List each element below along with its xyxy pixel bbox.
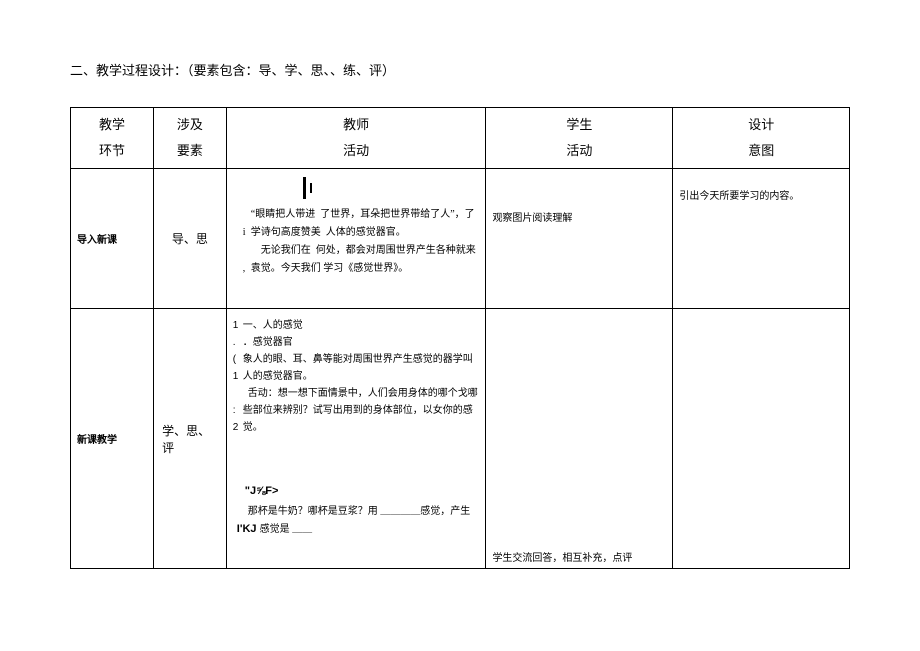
hdr-txt: 要素 [177,143,203,158]
t-text: 些部位来辨别？试写出用到的身体部位，以女你的感 [243,405,473,416]
header-design: 设计 意图 [673,108,850,169]
hdr-txt: 教师 [343,117,369,132]
hdr-txt: 活动 [566,143,592,158]
t-text: 人体的感觉器官。 [326,227,406,238]
student-cell: 观察图片阅读理解 [486,169,673,309]
t-text: 何处，都会对周围世界产生各种就来 [316,245,476,256]
table-row: 新课教学 学、思、评 1一、人的感觉 .．感觉器官 (象人的眼、耳、鼻等能对周围… [71,309,850,569]
t-text: 一、人的感觉 [243,320,303,331]
header-stage: 教学 环节 [71,108,154,169]
hdr-txt: 意图 [748,143,774,158]
table-header-row: 教学 环节 涉及 要素 教师 活动 学生 活动 设计 意图 [71,108,850,169]
elements-cell: 学、思、评 [154,309,227,569]
header-elements: 涉及 要素 [154,108,227,169]
design-cell [673,309,850,569]
vertical-bars-icon [303,177,480,199]
hdr-txt: 学生 [566,117,592,132]
t-text: 那杯是牛奶？哪杯是豆浆？用 ＿＿＿＿感觉，产生 [248,506,471,517]
t-text: 感觉是 ＿＿ [260,524,313,535]
header-student: 学生 活动 [486,108,673,169]
t-text: ．感觉器官 [243,337,293,348]
t-text: 舌动：想一想下面情景中，人们会用身体的哪个戈哪 [248,388,478,399]
hdr-txt: 涉及 [177,117,203,132]
design-cell: 引出今天所要学习的内容。 [673,169,850,309]
teacher-cell: 1一、人的感觉 .．感觉器官 (象人的眼、耳、鼻等能对周围世界产生感觉的器学叫 … [226,309,486,569]
page-title: 二、教学过程设计：（要素包含：导、学、思、、练、评） [70,60,850,79]
stage-cell: 导入新课 [71,169,154,309]
t-text: 学诗句高度赞美 [251,227,321,238]
elements-cell: 导、思 [154,169,227,309]
table-row: 导入新课 导、思 “眼睛把人带进 了世界，耳朵把世界带给了人”，了 i学诗句高度… [71,169,850,309]
hdr-txt: 环节 [99,143,125,158]
code-text: KJ [242,523,256,535]
t-text: 了世界，耳朵把世界带给了人”，了 [320,209,474,220]
stage-cell: 新课教学 [71,309,154,569]
t-text: 袁觉。今天我们 [251,263,321,274]
t-text: 象人的眼、耳、鼻等能对周围世界产生感觉的器学叫 [243,354,473,365]
elements-text: 学、思、评 [162,424,210,455]
header-teacher: 教师 活动 [226,108,486,169]
t-text: “眼睛把人带进 [251,209,315,220]
t-text: 人的感觉器官。 [243,371,313,382]
teacher-cell: “眼睛把人带进 了世界，耳朵把世界带给了人”，了 i学诗句高度赞美 人体的感觉器… [226,169,486,309]
hdr-txt: 活动 [343,143,369,158]
hdr-txt: 设计 [748,117,774,132]
lesson-plan-table: 教学 环节 涉及 要素 教师 活动 学生 活动 设计 意图 导入新课 导、思 [70,107,850,569]
hdr-txt: 教学 [99,117,125,132]
t-text: 学习《感觉世界》。 [323,263,408,274]
t-text: 无论我们在 [261,245,311,256]
t-text: 觉。 [243,422,263,433]
code-text: "J⅝F> [233,482,480,501]
student-cell: 学生交流回答，相互补充，点评 [486,309,673,569]
